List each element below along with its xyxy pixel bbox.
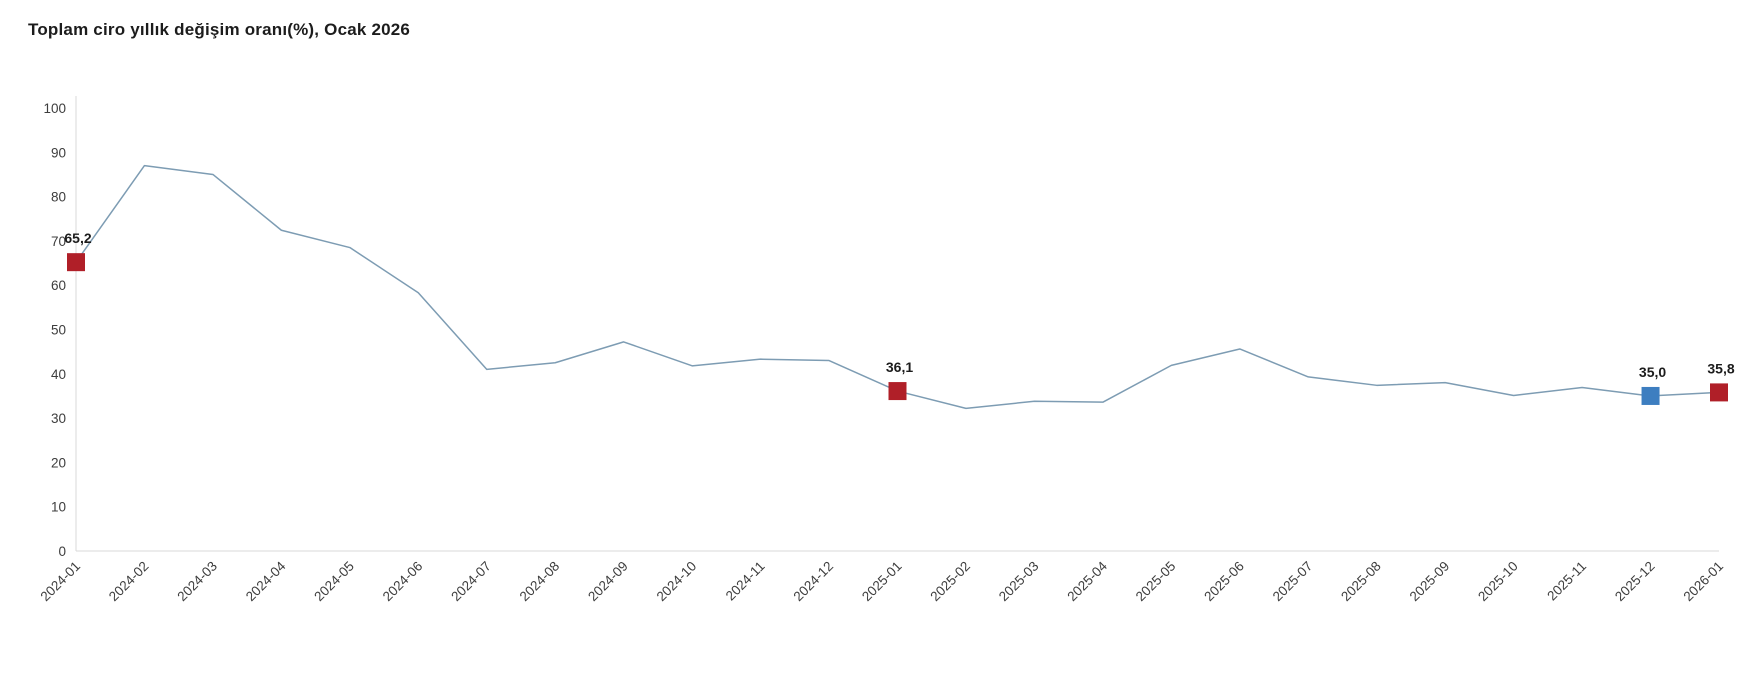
data-point-marker [67, 253, 85, 272]
x-tick-label: 2024-06 [380, 559, 426, 605]
x-tick-label: 2024-07 [448, 559, 494, 605]
y-tick-label: 100 [43, 101, 66, 116]
x-tick-label: 2026-01 [1680, 559, 1726, 605]
data-point-value-label: 36,1 [886, 359, 913, 375]
x-tick-label: 2025-11 [1544, 559, 1589, 604]
x-tick-label: 2025-05 [1133, 559, 1179, 605]
y-tick-label: 0 [58, 544, 66, 559]
x-tick-label: 2025-07 [1270, 559, 1316, 605]
data-point-value-label: 35,0 [1639, 364, 1666, 380]
x-tick-label: 2024-09 [585, 559, 631, 605]
data-point-marker [1710, 383, 1728, 402]
data-point-marker [888, 382, 907, 401]
x-tick-label: 2024-04 [243, 558, 289, 604]
y-tick-label: 70 [51, 234, 66, 249]
data-point-value-label: 65,2 [64, 230, 91, 246]
y-tick-label: 80 [51, 190, 66, 205]
y-tick-label: 10 [51, 500, 66, 515]
x-tick-label: 2025-08 [1338, 559, 1384, 605]
x-tick-label: 2025-06 [1201, 559, 1247, 605]
x-tick-label: 2025-10 [1475, 559, 1521, 605]
x-tick-label: 2025-03 [996, 559, 1042, 605]
x-tick-label: 2024-08 [517, 559, 563, 605]
x-tick-label: 2025-04 [1064, 558, 1110, 604]
y-tick-label: 50 [51, 323, 66, 338]
y-tick-label: 40 [51, 367, 66, 382]
x-tick-label: 2025-09 [1407, 559, 1453, 605]
y-tick-label: 20 [51, 455, 66, 470]
x-tick-label: 2024-12 [791, 559, 837, 605]
x-tick-label: 2024-10 [654, 559, 700, 605]
x-tick-label: 2024-05 [311, 559, 357, 605]
x-tick-label: 2024-02 [106, 559, 152, 605]
x-tick-label: 2024-11 [723, 559, 768, 604]
x-tick-label: 2025-01 [859, 559, 905, 605]
data-point-marker [1641, 386, 1660, 405]
x-tick-label: 2024-01 [37, 559, 83, 605]
y-tick-label: 90 [51, 145, 66, 160]
chart-title: Toplam ciro yıllık değişim oranı(%), Oca… [28, 20, 411, 39]
y-tick-label: 30 [51, 411, 66, 426]
y-tick-label: 60 [51, 278, 66, 293]
x-tick-label: 2025-12 [1612, 559, 1658, 605]
data-point-value-label: 35,8 [1707, 360, 1734, 376]
x-tick-label: 2024-03 [174, 559, 220, 605]
x-tick-label: 2025-02 [927, 559, 973, 605]
